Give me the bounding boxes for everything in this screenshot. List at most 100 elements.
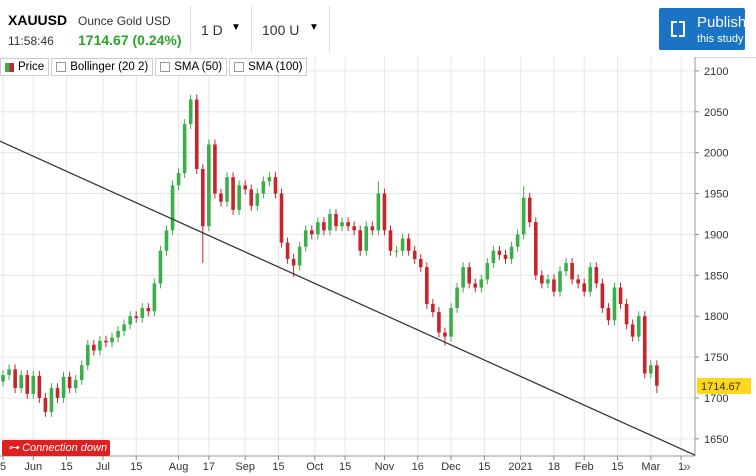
candle-body (79, 365, 84, 380)
legend-item[interactable]: SMA (50) (155, 58, 228, 76)
candle-body (479, 279, 484, 288)
candle-body (540, 275, 544, 284)
candle-body (67, 376, 72, 389)
candle-body (431, 303, 435, 313)
x-tick-label: Jun (24, 461, 42, 473)
legend-label: Price (18, 61, 45, 73)
candle-body (31, 375, 36, 394)
candle-body (340, 222, 344, 227)
x-tick-label: 1 (678, 461, 684, 473)
symbol: XAUUSD (8, 12, 68, 28)
x-tick-label: 15 (478, 461, 490, 473)
legend-item[interactable]: SMA (100) (229, 58, 308, 76)
range[interactable]: 100 U (262, 22, 300, 38)
x-tick-label: Aug (169, 461, 189, 473)
candle-body (152, 283, 157, 312)
status-badge: ⊶ Connection down (2, 440, 110, 456)
y-tick-label: 1800 (704, 311, 728, 323)
candle-body (418, 258, 423, 268)
y-tick-label: 1750 (704, 352, 728, 364)
candle-body (55, 388, 60, 398)
candle-body (449, 308, 453, 337)
publish-button[interactable]: Publish this study (659, 8, 746, 50)
x-tick-label: 2021 (508, 461, 532, 473)
legend-item[interactable]: Bollinger (20 2) (51, 58, 154, 76)
legend: Price Bollinger (20 2) SMA (50) SMA (100… (0, 58, 308, 76)
x-tick-label: Jul (96, 461, 110, 473)
candle-body (467, 267, 471, 284)
candle-body (527, 197, 532, 223)
candle-body (231, 177, 235, 210)
candle-body (297, 246, 302, 266)
y-tick-label: 2100 (704, 66, 728, 78)
y-tick-label: 1950 (704, 189, 728, 201)
x-tick-label: 15 (339, 461, 351, 473)
last-price-label: 1714.67 (701, 381, 741, 393)
candle-body (213, 144, 217, 194)
candle-body (473, 283, 478, 288)
candle-body (309, 230, 314, 235)
candle-body (564, 263, 568, 272)
candle-body (219, 193, 223, 202)
candle-body (558, 271, 562, 292)
candle-body (443, 332, 447, 337)
candle-body (515, 234, 520, 247)
legend-swatch (5, 62, 14, 72)
candle-body (19, 375, 23, 389)
x-tick-label: Nov (375, 461, 395, 473)
candle-body (328, 213, 332, 231)
candle-body (364, 226, 369, 251)
publish-icon (671, 21, 685, 37)
y-tick-label: 1700 (704, 393, 728, 405)
candle-body (267, 177, 272, 182)
candle-body (255, 193, 260, 206)
candle-body (485, 263, 490, 280)
x-tick-label: 5 (0, 461, 6, 473)
candle-body (85, 344, 90, 366)
candle-body (128, 316, 132, 325)
candle-body (261, 181, 266, 194)
candle-body (412, 250, 417, 259)
candle-body (594, 267, 599, 284)
legend-item[interactable]: Price (0, 58, 50, 76)
candle-body (570, 263, 574, 280)
candle-body (49, 388, 54, 412)
dropdown-arrow[interactable]: ▼ (231, 22, 241, 33)
y-tick-label: 2000 (704, 148, 728, 160)
scroll-right[interactable]: » (683, 458, 691, 474)
candle-body (37, 375, 42, 398)
candle-body (358, 230, 363, 251)
chart: 1650 1700 1750 1800 1850 1900 1950 2000 2050 2100… (0, 57, 751, 473)
candle-body (576, 279, 580, 284)
candle-body (582, 283, 587, 292)
y-tick-label: 1900 (704, 229, 728, 241)
candle-body (182, 124, 187, 174)
candle-body (649, 365, 653, 374)
candle-body (382, 193, 387, 231)
y-tick-label: 1850 (704, 270, 728, 282)
candle-body (376, 193, 381, 231)
candle-body (201, 169, 205, 227)
candle-body (194, 99, 199, 170)
y-tick-label: 2050 (704, 107, 728, 119)
candle-body (61, 376, 66, 398)
candle-body (655, 365, 659, 386)
candle-body (273, 177, 278, 194)
candle-body (600, 283, 605, 309)
x-tick-label: Dec (441, 461, 461, 473)
candle-body (225, 177, 229, 202)
candle-body (606, 308, 611, 321)
candle-body (122, 324, 126, 331)
x-tick-label: 17 (203, 461, 215, 473)
interval[interactable]: 1 D (201, 22, 223, 38)
dropdown-arrow[interactable]: ▼ (309, 22, 319, 33)
trendline (0, 140, 696, 456)
candle-body (370, 226, 375, 231)
status-text: Connection down (22, 442, 108, 454)
candle-body (279, 193, 284, 243)
x-tick-label: 15 (272, 461, 284, 473)
candle-body (346, 222, 350, 227)
x-tick-label: Mar (641, 461, 660, 473)
candle-body (43, 397, 48, 412)
